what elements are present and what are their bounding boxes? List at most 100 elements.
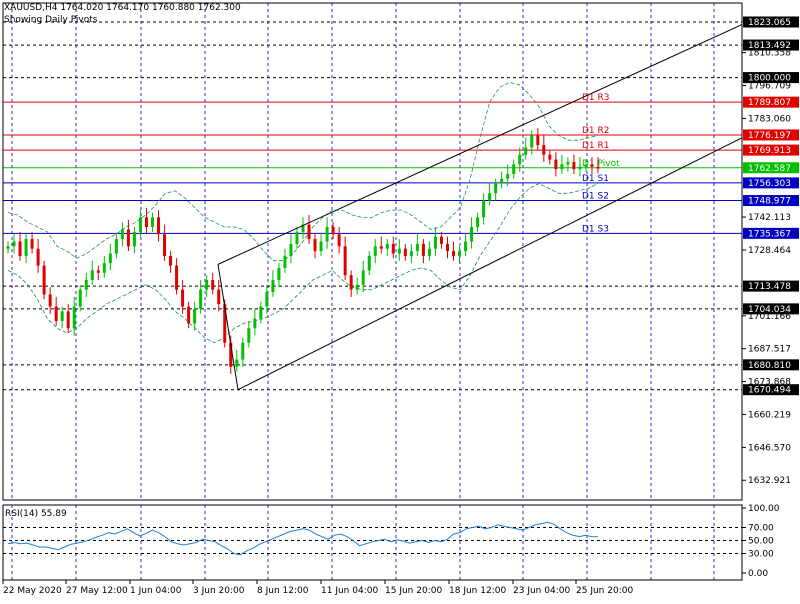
level-price-box bbox=[743, 177, 799, 189]
level-price-box bbox=[743, 303, 799, 315]
channel-lower-line bbox=[237, 137, 743, 391]
candle-up bbox=[205, 280, 209, 290]
candle-up bbox=[476, 217, 480, 228]
price-tick-label: 1673.868 bbox=[748, 378, 791, 388]
candle-down bbox=[18, 241, 22, 256]
candle-up bbox=[259, 306, 263, 319]
candle-up bbox=[500, 178, 504, 184]
level-price-label: 1776.197 bbox=[748, 131, 791, 141]
candle-up bbox=[512, 164, 516, 174]
candle-down bbox=[349, 275, 353, 290]
candle-down bbox=[36, 248, 40, 266]
candle-up bbox=[271, 280, 275, 293]
time-tick-label: 27 May 12:00 bbox=[66, 586, 128, 596]
main-panel-frame bbox=[2, 2, 743, 501]
level-price-box bbox=[743, 16, 799, 28]
level-price-box bbox=[743, 129, 799, 141]
candle-up bbox=[361, 270, 365, 285]
candle-up bbox=[241, 342, 245, 360]
level-price-box bbox=[743, 144, 799, 156]
candle-up bbox=[355, 284, 359, 290]
time-tick-label: 23 Jun 04:00 bbox=[513, 586, 570, 596]
price-tick-label: 1632.921 bbox=[748, 476, 791, 486]
candle-up bbox=[470, 227, 474, 242]
candle-up bbox=[108, 253, 112, 264]
pivot-label: D1 S3 bbox=[582, 224, 609, 234]
level-price-label: 1735.367 bbox=[748, 229, 791, 239]
rsi-tick-label: 50.00 bbox=[748, 537, 774, 547]
candle-down bbox=[66, 311, 70, 329]
candle-up bbox=[199, 289, 203, 309]
time-tick-label: 25 Jun 20:00 bbox=[576, 586, 633, 596]
rsi-tick-label: 70.00 bbox=[748, 524, 774, 534]
candle-up bbox=[84, 280, 88, 290]
level-price-box bbox=[743, 39, 799, 51]
candle-up bbox=[114, 239, 118, 254]
price-tick-label: 1687.517 bbox=[748, 345, 791, 355]
candle-down bbox=[403, 248, 407, 256]
chart-title: XAUUSD,H4 1764.020 1764.170 1760.880 176… bbox=[4, 3, 241, 13]
candle-down bbox=[337, 234, 341, 247]
level-price-label: 1713.478 bbox=[748, 282, 791, 292]
candle-up bbox=[482, 200, 486, 218]
candle-down bbox=[313, 239, 317, 252]
candle-up bbox=[193, 308, 197, 324]
candle-up bbox=[397, 248, 401, 254]
candle-up bbox=[584, 164, 588, 167]
level-price-box bbox=[743, 72, 799, 84]
candle-down bbox=[331, 227, 335, 235]
rsi-tick-label: 100.00 bbox=[748, 504, 780, 514]
candle-down bbox=[42, 265, 46, 295]
candle-down bbox=[590, 164, 594, 167]
candle-down bbox=[30, 239, 34, 249]
price-tick-label: 1783.060 bbox=[748, 114, 791, 124]
pivot-label: D1 R3 bbox=[582, 93, 610, 103]
level-price-box bbox=[743, 162, 799, 174]
time-tick-label: 18 Jun 12:00 bbox=[449, 586, 506, 596]
channel-connector-line bbox=[217, 264, 239, 390]
candle-up bbox=[132, 231, 136, 247]
level-price-box bbox=[743, 280, 799, 292]
level-price-label: 1800.000 bbox=[748, 74, 791, 84]
candle-up bbox=[283, 255, 287, 268]
candle-up bbox=[367, 255, 371, 271]
candle-up bbox=[385, 243, 389, 249]
candle-down bbox=[572, 161, 576, 170]
candle-down bbox=[96, 270, 100, 273]
candle-down bbox=[596, 166, 600, 169]
time-tick-label: 15 Jun 20:00 bbox=[385, 586, 442, 596]
candle-up bbox=[120, 229, 124, 240]
price-tick-label: 1742.113 bbox=[748, 213, 791, 223]
pivot-label: D1 Pivot bbox=[582, 159, 620, 169]
candle-down bbox=[379, 246, 383, 249]
level-price-label: 1748.977 bbox=[748, 197, 791, 207]
candle-up bbox=[433, 236, 437, 249]
candle-down bbox=[229, 342, 233, 367]
candle-down bbox=[54, 306, 58, 321]
grid-lines bbox=[11, 3, 715, 580]
time-tick-label: 22 May 2020 bbox=[3, 586, 62, 596]
candle-down bbox=[181, 289, 185, 307]
candle-up bbox=[464, 241, 468, 252]
candle-down bbox=[542, 145, 546, 155]
candle-up bbox=[373, 246, 377, 256]
candle-down bbox=[157, 217, 161, 235]
candle-up bbox=[235, 359, 239, 367]
candle-down bbox=[223, 304, 227, 343]
candle-up bbox=[301, 224, 305, 232]
candlesticks bbox=[6, 128, 600, 375]
rsi-panel: RSI(14) 55.89 bbox=[3, 509, 742, 556]
chart-subtitle: Showing Daily Pivots bbox=[4, 15, 98, 25]
level-price-box bbox=[743, 96, 799, 108]
candle-down bbox=[169, 255, 173, 266]
level-price-label: 1769.913 bbox=[748, 146, 791, 156]
candle-up bbox=[253, 318, 257, 329]
candle-up bbox=[265, 292, 269, 307]
channel-upper-line bbox=[217, 24, 743, 265]
time-tick-label: 11 Jun 04:00 bbox=[321, 586, 378, 596]
candle-down bbox=[48, 294, 52, 307]
candle-up bbox=[566, 161, 570, 165]
price-tick-label: 1796.709 bbox=[748, 82, 791, 92]
